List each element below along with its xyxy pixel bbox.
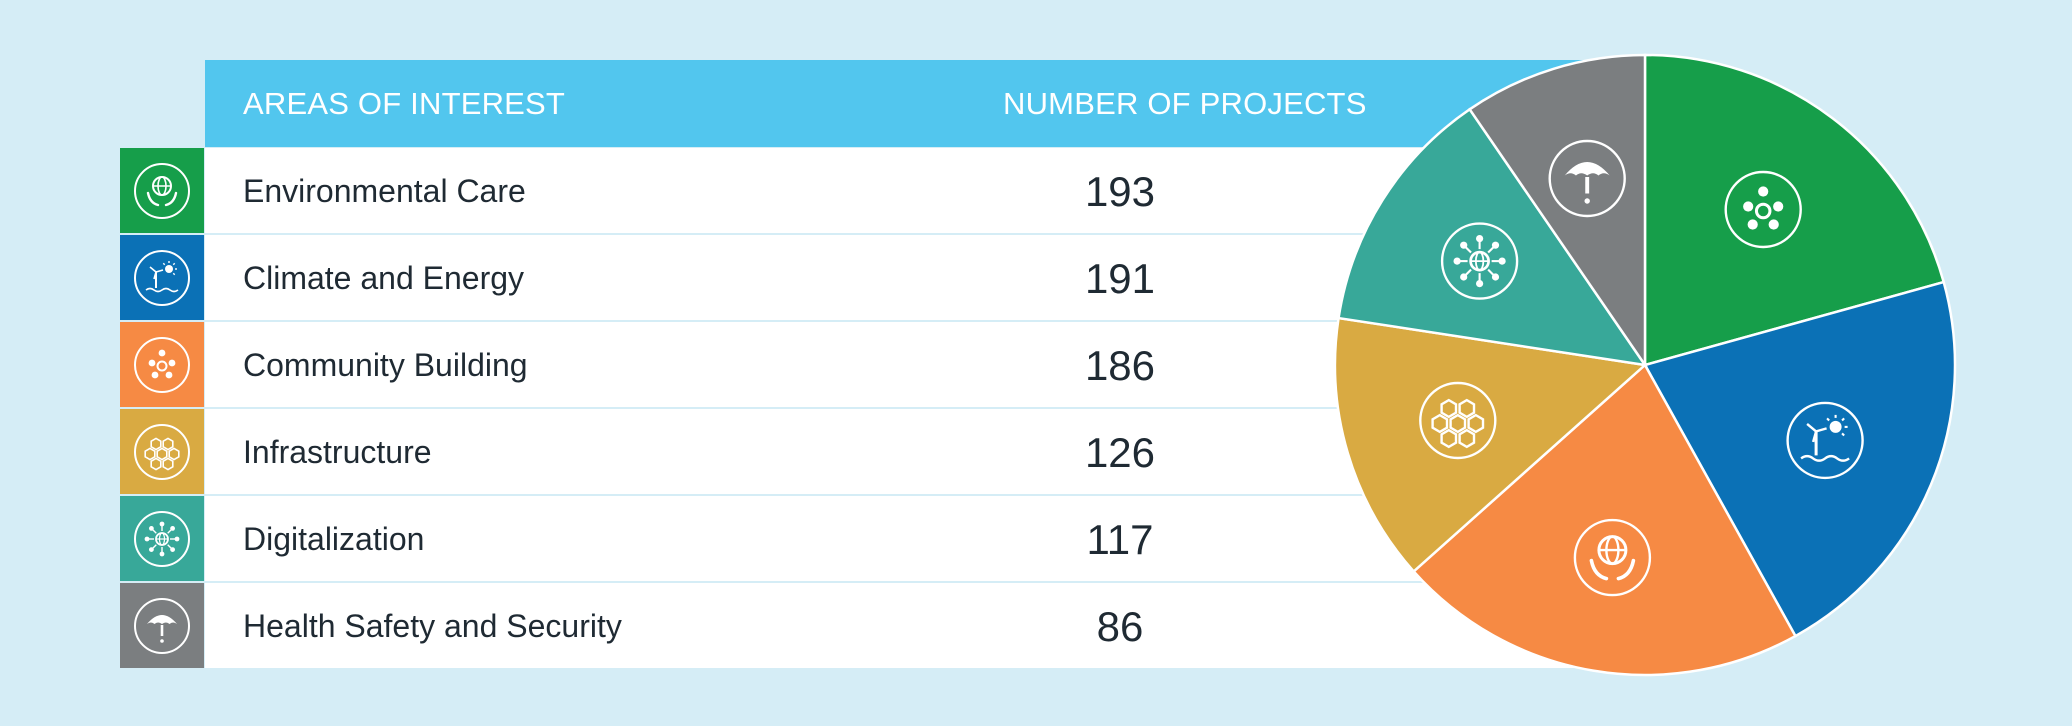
project-count: 86: [1096, 603, 1144, 650]
network-globe-icon: [134, 511, 190, 567]
project-count: 126: [1084, 429, 1156, 476]
hexagon-cells-icon: [134, 424, 190, 480]
area-name: Environmental Care: [243, 173, 526, 209]
community-people-icon: [1724, 170, 1802, 249]
pie-chart: [1333, 53, 1957, 677]
area-name: Health Safety and Security: [243, 608, 622, 644]
row-icon-tile: [120, 409, 204, 494]
pie-slice: [1643, 53, 1946, 367]
table-row: Health Safety and Security 86: [120, 583, 1690, 668]
project-count: 191: [1084, 255, 1156, 302]
table-header: AREAS OF INTEREST NUMBER OF PROJECTS: [205, 60, 1690, 147]
wind-turbine-sun-icon: [134, 250, 190, 306]
project-count: 186: [1084, 342, 1156, 389]
header-number-of-projects: NUMBER OF PROJECTS: [1003, 86, 1367, 121]
row-icon-tile: [120, 235, 204, 320]
area-name: Digitalization: [243, 521, 425, 557]
row-icon-tile: [120, 496, 204, 581]
globe-in-hands-icon: [1573, 518, 1652, 597]
community-people-icon: [134, 337, 190, 393]
row-icon-tile: [120, 322, 204, 407]
network-globe-icon: [1440, 222, 1519, 300]
pie-slice: [1337, 107, 1648, 367]
row-icon-tile: [120, 148, 204, 233]
project-count: 193: [1084, 168, 1156, 215]
umbrella-icon: [1548, 139, 1626, 218]
pie-slice: [1333, 316, 1648, 574]
area-name: Infrastructure: [243, 434, 432, 470]
hexagon-cells-icon: [1419, 381, 1497, 460]
row-icon-tile: [120, 583, 204, 668]
wind-turbine-sun-icon: [1786, 401, 1864, 480]
header-areas-of-interest: AREAS OF INTEREST: [243, 86, 566, 121]
row-cell: Health Safety and Security 86: [205, 583, 1690, 668]
area-name: Community Building: [243, 347, 528, 383]
project-count: 117: [1086, 516, 1154, 563]
globe-in-hands-icon: [134, 163, 190, 219]
umbrella-icon: [134, 598, 190, 654]
area-name: Climate and Energy: [243, 260, 525, 296]
pie-slice: [1643, 280, 1957, 638]
pie-slice: [1467, 53, 1647, 370]
